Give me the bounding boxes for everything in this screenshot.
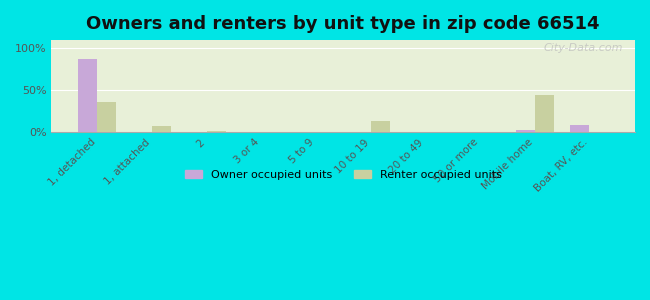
Bar xyxy=(570,125,590,132)
Bar xyxy=(370,122,390,132)
Bar xyxy=(207,131,226,132)
Text: City-Data.com: City-Data.com xyxy=(544,43,623,53)
Bar xyxy=(78,58,97,132)
Bar xyxy=(152,127,171,132)
Bar xyxy=(515,130,535,132)
Title: Owners and renters by unit type in zip code 66514: Owners and renters by unit type in zip c… xyxy=(86,15,600,33)
Bar xyxy=(97,102,116,132)
Bar xyxy=(535,95,554,132)
Legend: Owner occupied units, Renter occupied units: Owner occupied units, Renter occupied un… xyxy=(181,165,506,184)
